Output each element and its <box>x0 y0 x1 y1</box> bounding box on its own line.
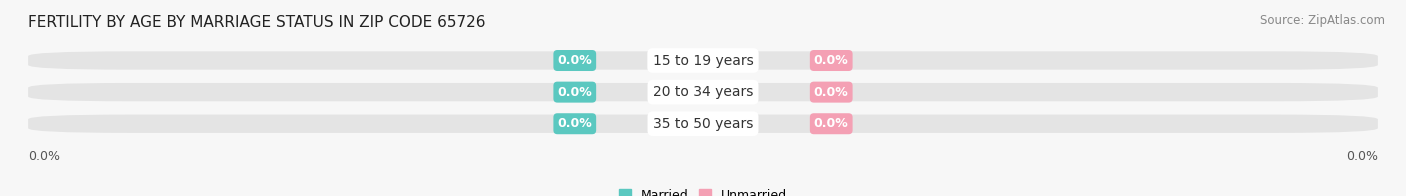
Text: 0.0%: 0.0% <box>814 117 849 130</box>
Text: 0.0%: 0.0% <box>1346 150 1378 163</box>
Text: 20 to 34 years: 20 to 34 years <box>652 85 754 99</box>
Text: 0.0%: 0.0% <box>814 54 849 67</box>
Text: 0.0%: 0.0% <box>557 54 592 67</box>
Text: 15 to 19 years: 15 to 19 years <box>652 54 754 67</box>
Text: 35 to 50 years: 35 to 50 years <box>652 117 754 131</box>
Legend: Married, Unmarried: Married, Unmarried <box>619 189 787 196</box>
Text: 0.0%: 0.0% <box>28 150 60 163</box>
Text: 0.0%: 0.0% <box>557 86 592 99</box>
Text: Source: ZipAtlas.com: Source: ZipAtlas.com <box>1260 14 1385 27</box>
FancyBboxPatch shape <box>28 51 1378 70</box>
FancyBboxPatch shape <box>28 115 1378 133</box>
FancyBboxPatch shape <box>28 83 1378 101</box>
Text: FERTILITY BY AGE BY MARRIAGE STATUS IN ZIP CODE 65726: FERTILITY BY AGE BY MARRIAGE STATUS IN Z… <box>28 15 485 30</box>
Text: 0.0%: 0.0% <box>557 117 592 130</box>
Text: 0.0%: 0.0% <box>814 86 849 99</box>
